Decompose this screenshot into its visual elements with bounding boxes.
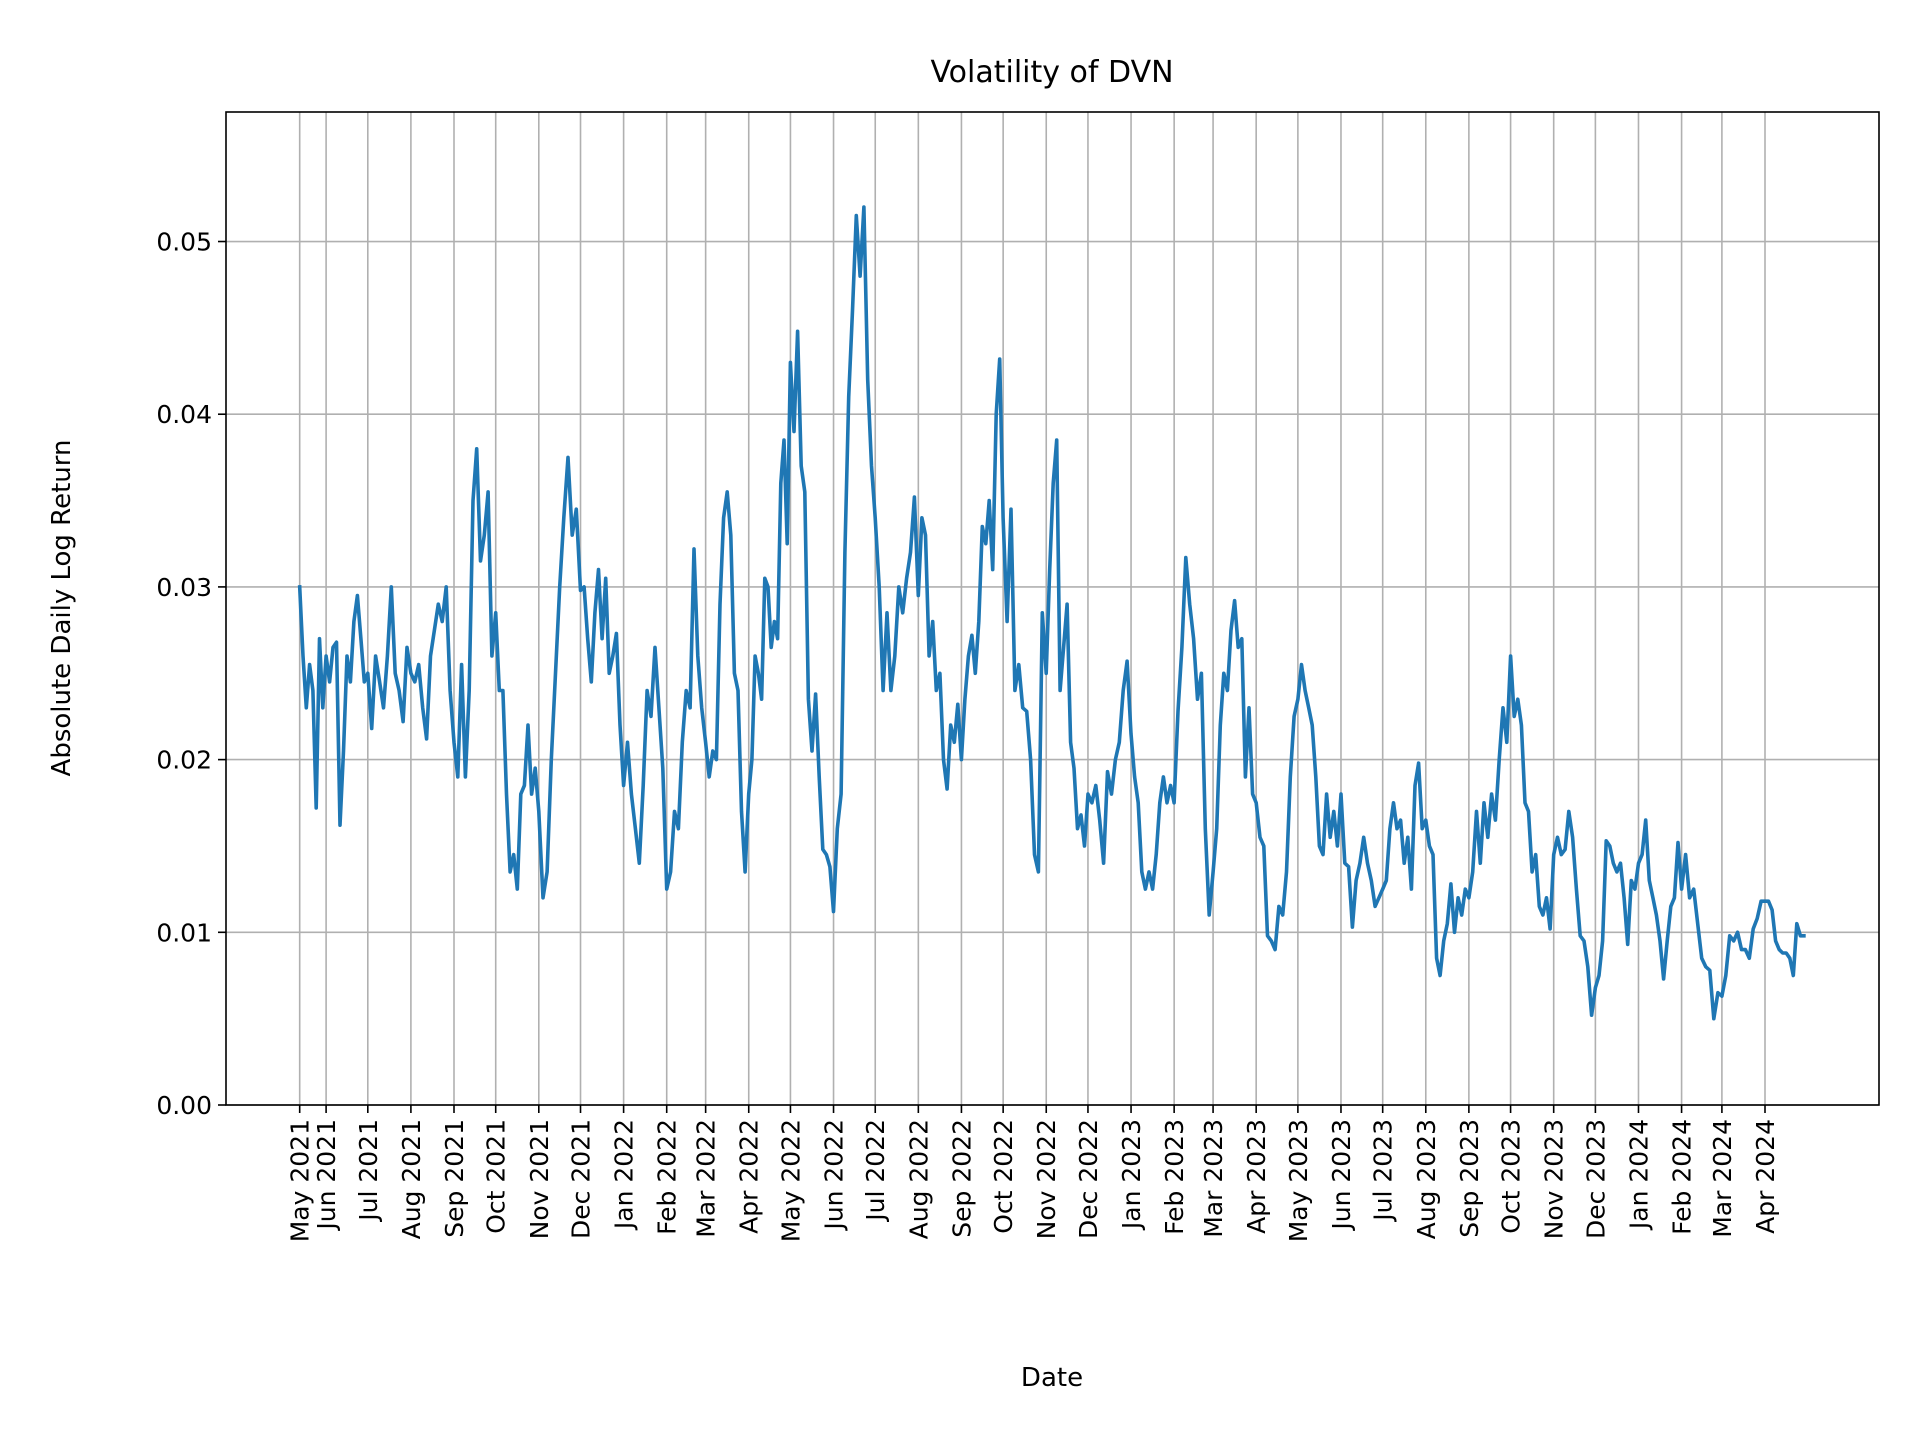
y-tick-label: 0.02 xyxy=(156,746,212,775)
x-tick-label: Dec 2022 xyxy=(1074,1119,1103,1239)
x-tick-label: Apr 2024 xyxy=(1751,1119,1780,1234)
x-tick-label: Mar 2023 xyxy=(1199,1119,1228,1238)
y-tick-label: 0.05 xyxy=(156,228,212,257)
x-axis-label: Date xyxy=(1021,1363,1083,1393)
x-tick-label: Dec 2023 xyxy=(1581,1119,1610,1239)
y-tick-label: 0.00 xyxy=(156,1091,212,1120)
x-tick-label: Aug 2022 xyxy=(904,1119,933,1239)
x-tick-label: May 2023 xyxy=(1284,1119,1313,1242)
x-tick-label: Jun 2021 xyxy=(312,1119,341,1232)
volatility-line xyxy=(297,205,1806,1021)
y-axis-label: Absolute Daily Log Return xyxy=(47,440,77,777)
x-tick-label: Oct 2022 xyxy=(989,1119,1018,1234)
x-tick-label: Jul 2021 xyxy=(354,1119,383,1223)
x-tick-label: Mar 2022 xyxy=(692,1119,721,1238)
x-tick-label: Jan 2022 xyxy=(610,1119,639,1231)
x-tick-label: Jul 2022 xyxy=(861,1119,890,1223)
x-tick-label: May 2022 xyxy=(776,1119,805,1242)
x-tick-label: Oct 2023 xyxy=(1497,1119,1526,1234)
x-tick-label: Jul 2023 xyxy=(1369,1119,1398,1223)
y-axis: 0.00 0.01 0.02 0.03 0.04 0.05 xyxy=(156,228,226,1120)
x-tick-label: Sep 2023 xyxy=(1455,1119,1484,1238)
x-tick-label: Aug 2021 xyxy=(397,1119,426,1239)
x-tick-label: Sep 2022 xyxy=(947,1119,976,1238)
x-tick-label: Sep 2021 xyxy=(440,1119,469,1238)
chart-title: Volatility of DVN xyxy=(930,55,1173,90)
x-tick-label: Nov 2023 xyxy=(1540,1119,1569,1239)
axes-frame xyxy=(225,111,1880,1106)
x-tick-label: May 2021 xyxy=(286,1119,315,1242)
x-tick-label: Jun 2023 xyxy=(1327,1119,1356,1232)
x-tick-label: Apr 2023 xyxy=(1242,1119,1271,1234)
x-tick-label: Jun 2022 xyxy=(820,1119,849,1232)
x-tick-label: Oct 2021 xyxy=(482,1119,511,1234)
x-tick-label: Mar 2024 xyxy=(1708,1119,1737,1238)
x-tick-label: Feb 2023 xyxy=(1160,1119,1189,1235)
x-tick-label: Dec 2021 xyxy=(567,1119,596,1239)
x-tick-label: Jan 2023 xyxy=(1117,1119,1146,1231)
x-tick-label: Apr 2022 xyxy=(735,1119,764,1234)
y-tick-label: 0.04 xyxy=(156,400,212,429)
x-tick-label: Aug 2023 xyxy=(1412,1119,1441,1239)
y-tick-label: 0.01 xyxy=(156,918,212,947)
y-tick-label: 0.03 xyxy=(156,573,212,602)
grid xyxy=(226,112,1879,1106)
x-tick-label: Jan 2024 xyxy=(1624,1119,1653,1231)
x-tick-label: Nov 2021 xyxy=(525,1119,554,1239)
series-layer xyxy=(297,205,1806,1021)
x-tick-label: Feb 2022 xyxy=(653,1119,682,1235)
x-tick-label: Feb 2024 xyxy=(1668,1119,1697,1235)
x-tick-label: Nov 2022 xyxy=(1032,1119,1061,1239)
